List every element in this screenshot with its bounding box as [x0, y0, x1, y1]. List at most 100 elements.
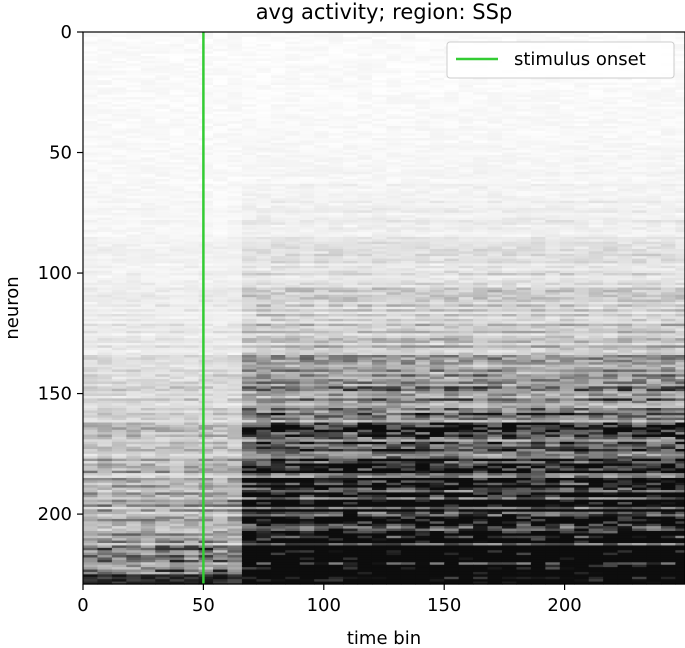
heatmap-cell	[227, 186, 243, 190]
heatmap-cell	[328, 179, 344, 183]
heatmap-cell	[617, 309, 633, 313]
heatmap-cell	[97, 234, 113, 238]
heatmap-cell	[444, 215, 460, 219]
heatmap-cell	[675, 111, 685, 115]
heatmap-cell	[213, 198, 229, 202]
heatmap-cell	[357, 263, 373, 267]
heatmap-cell	[140, 246, 156, 250]
heatmap-cell	[603, 101, 619, 105]
heatmap-cell	[617, 280, 633, 284]
heatmap-cell	[545, 234, 561, 238]
heatmap-cell	[126, 60, 142, 64]
heatmap-cell	[184, 311, 200, 315]
heatmap-cell	[501, 32, 518, 36]
heatmap-cell	[400, 224, 416, 228]
heatmap-cell	[632, 116, 648, 120]
heatmap-cell	[617, 311, 633, 315]
heatmap-cell	[328, 34, 344, 38]
heatmap-cell	[675, 89, 685, 93]
heatmap-cell	[386, 80, 402, 84]
heatmap-cell	[400, 51, 416, 55]
heatmap-cell	[241, 239, 257, 243]
heatmap-cell	[559, 169, 575, 173]
heatmap-cell	[83, 166, 99, 170]
heatmap-cell	[256, 253, 272, 257]
heatmap-cell	[140, 239, 156, 243]
heatmap-cell	[516, 159, 532, 163]
heatmap-cell	[184, 299, 200, 303]
heatmap-cell	[588, 229, 604, 233]
heatmap-cell	[169, 188, 185, 192]
heatmap-cell	[155, 186, 171, 190]
heatmap-cell	[386, 188, 402, 192]
heatmap-cell	[603, 222, 619, 226]
heatmap-cell	[660, 106, 676, 110]
heatmap-cell	[675, 121, 685, 125]
heatmap-cell	[213, 287, 229, 291]
heatmap-cell	[559, 294, 575, 298]
heatmap-cell	[603, 89, 619, 93]
heatmap-cell	[617, 188, 633, 192]
heatmap-cell	[574, 87, 590, 91]
heatmap-cell	[314, 195, 330, 199]
heatmap-cell	[516, 101, 532, 105]
heatmap-cell	[646, 215, 662, 219]
heatmap-cell	[314, 210, 330, 214]
heatmap-cell	[501, 282, 518, 286]
heatmap-cell	[487, 277, 503, 281]
heatmap-cell	[155, 82, 171, 86]
heatmap-cell	[328, 232, 344, 236]
heatmap-cell	[501, 273, 518, 277]
heatmap-cell	[487, 164, 503, 168]
heatmap-cell	[169, 147, 185, 151]
heatmap-cell	[140, 301, 156, 305]
heatmap-cell	[530, 289, 546, 293]
heatmap-cell	[473, 280, 489, 284]
heatmap-cell	[169, 169, 185, 173]
heatmap-cell	[270, 147, 286, 151]
heatmap-cell	[487, 77, 503, 81]
heatmap-cell	[400, 217, 416, 221]
heatmap-cell	[487, 140, 503, 144]
heatmap-cell	[314, 186, 330, 190]
heatmap-cell	[270, 311, 286, 315]
heatmap-cell	[444, 181, 460, 185]
heatmap-cell	[198, 222, 214, 226]
heatmap-cell	[198, 285, 214, 289]
heatmap-cell	[256, 314, 272, 318]
heatmap-cell	[198, 294, 214, 298]
heatmap-cell	[328, 306, 344, 310]
heatmap-cell	[140, 60, 156, 64]
heatmap-cell	[184, 229, 200, 233]
heatmap-cell	[545, 304, 561, 308]
heatmap-cell	[444, 106, 460, 110]
heatmap-cell	[415, 224, 431, 228]
heatmap-cell	[429, 174, 445, 178]
heatmap-cell	[632, 169, 648, 173]
heatmap-cell	[487, 183, 503, 187]
heatmap-cell	[140, 147, 156, 151]
heatmap-cell	[83, 200, 99, 204]
heatmap-cell	[169, 133, 185, 137]
heatmap-cell	[444, 111, 460, 115]
heatmap-cell	[299, 92, 315, 96]
heatmap-cell	[617, 174, 633, 178]
heatmap-cell	[270, 261, 286, 265]
heatmap-cell	[660, 205, 676, 209]
heatmap-cell	[415, 46, 431, 50]
heatmap-cell	[429, 72, 445, 76]
heatmap-cell	[429, 246, 445, 250]
heatmap-cell	[400, 268, 416, 272]
heatmap-cell	[646, 89, 662, 93]
heatmap-cell	[299, 256, 315, 260]
heatmap-cell	[458, 265, 474, 269]
heatmap-cell	[501, 301, 518, 305]
heatmap-cell	[184, 128, 200, 132]
heatmap-cell	[429, 217, 445, 221]
heatmap-cell	[386, 282, 402, 286]
heatmap-cell	[111, 200, 127, 204]
heatmap-cell	[473, 142, 489, 146]
heatmap-cell	[617, 200, 633, 204]
heatmap-cell	[545, 188, 561, 192]
heatmap-cell	[400, 277, 416, 281]
